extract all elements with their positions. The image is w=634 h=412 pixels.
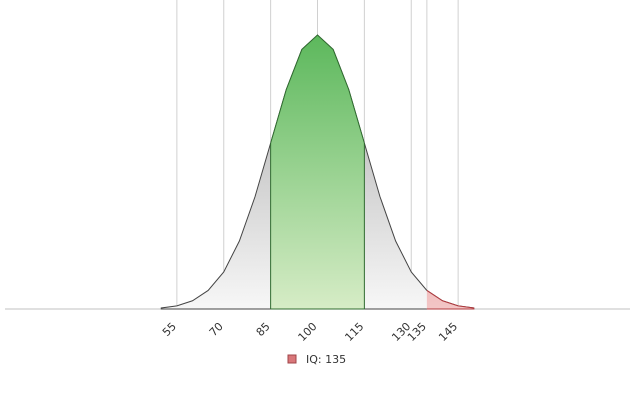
highlight-area xyxy=(426,289,475,310)
legend-label: IQ: 135 xyxy=(306,353,346,366)
x-tick-label: 100 xyxy=(296,320,320,344)
x-tick-label: 145 xyxy=(436,320,460,344)
x-tick-label: 55 xyxy=(160,320,179,339)
x-tick-label: 135 xyxy=(405,320,429,344)
x-tick-label: 70 xyxy=(207,320,226,339)
x-tick-label: 85 xyxy=(254,320,273,339)
x-tick-label: 115 xyxy=(342,320,366,344)
legend-swatch xyxy=(287,354,297,364)
band-area xyxy=(270,34,365,310)
